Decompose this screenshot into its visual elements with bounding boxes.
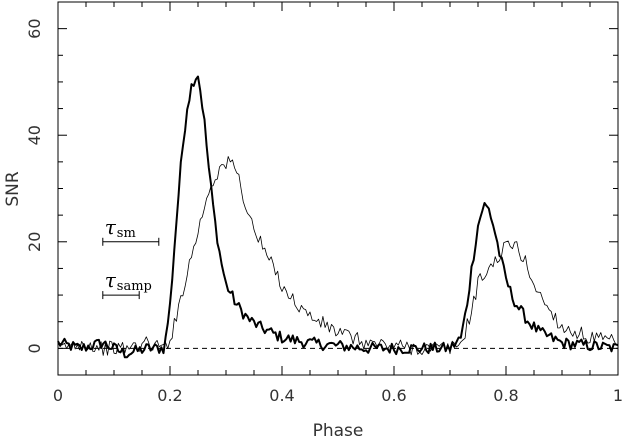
x-tick-label: 0.6 xyxy=(381,386,406,405)
x-tick-label: 0.8 xyxy=(493,386,518,405)
x-tick-label: 0.4 xyxy=(269,386,294,405)
y-tick-label: 60 xyxy=(25,18,44,38)
x-axis-label: Phase xyxy=(313,421,364,441)
plot-frame xyxy=(57,1,619,376)
annotation-subscript: sm xyxy=(117,226,136,241)
y-axis-label: SNR xyxy=(3,171,23,207)
y-tick-label: 0 xyxy=(25,343,44,353)
annotation-symbol: τ xyxy=(105,215,117,239)
y-axis-ticks: 0 20 40 60 xyxy=(25,1,618,376)
series-line-thick xyxy=(57,75,619,359)
series-layer xyxy=(57,75,619,359)
x-axis-ticks: 0 0.2 0.4 0.6 0.8 1 xyxy=(53,2,622,405)
annotation-layer: τ smτ samp xyxy=(102,215,160,300)
x-tick-label: 1 xyxy=(613,386,622,405)
annotation-subscript: samp xyxy=(117,279,152,294)
series-line-thin xyxy=(57,156,619,356)
y-tick-label: 40 xyxy=(25,125,44,145)
annotation-symbol: τ xyxy=(105,268,117,292)
x-tick-label: 0.2 xyxy=(157,386,182,405)
y-tick-label: 20 xyxy=(25,232,44,252)
x-tick-label: 0 xyxy=(53,386,63,405)
